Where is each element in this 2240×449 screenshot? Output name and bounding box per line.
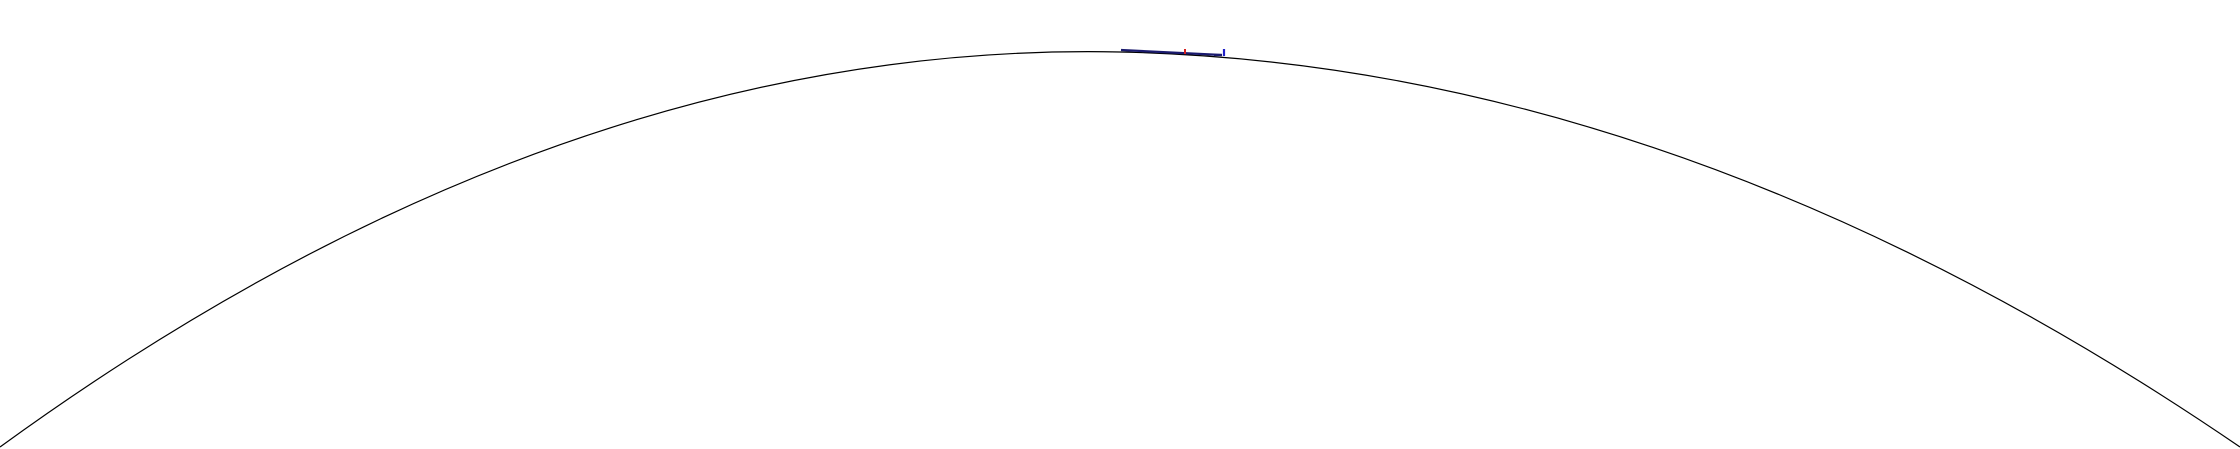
dark-blue-segment: [1120, 48, 1223, 57]
circle-arc: [0, 51, 2240, 448]
